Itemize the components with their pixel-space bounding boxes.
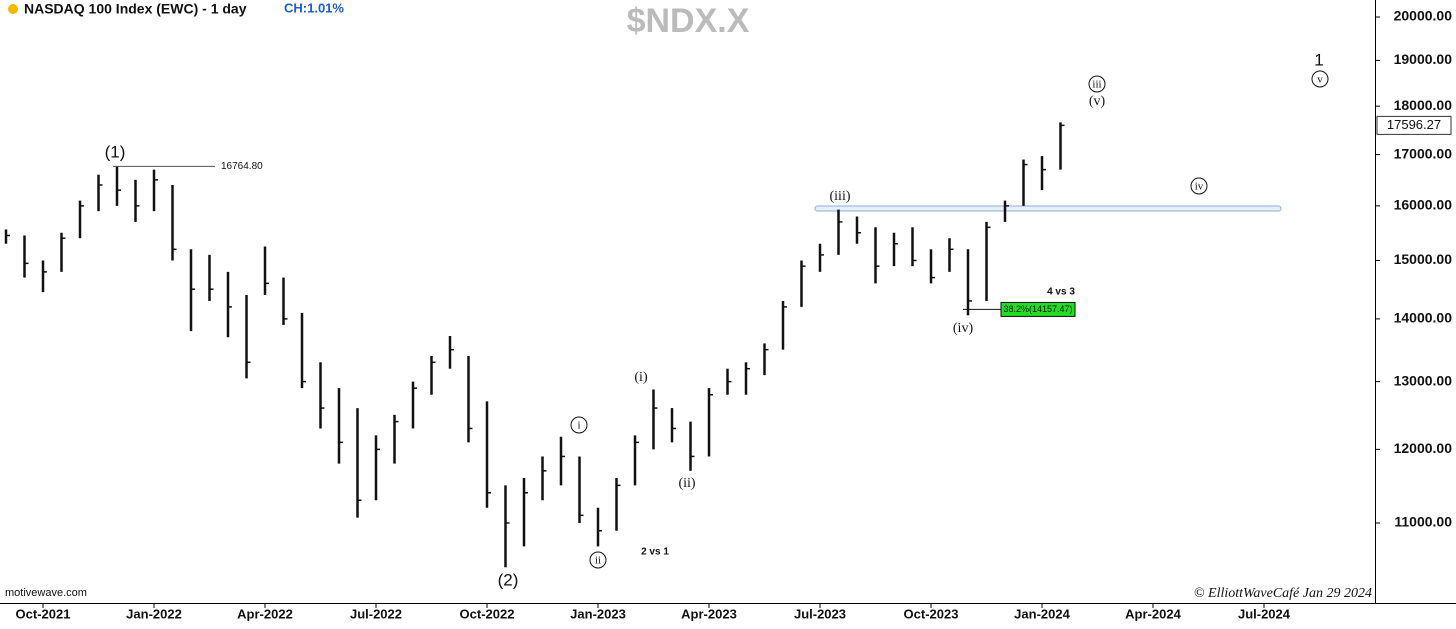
wave-label: ii: [595, 555, 601, 567]
wave-label: v: [1317, 74, 1323, 86]
x-tick-label: Jul-2024: [1238, 606, 1291, 621]
x-tick-label: Oct-2021: [16, 606, 71, 621]
wave-circle: [1311, 70, 1329, 88]
x-tick-label: Jul-2023: [794, 606, 846, 621]
wave-label: (iii): [830, 189, 851, 204]
wave-circle: [570, 416, 588, 434]
wave-label: i: [577, 420, 580, 432]
x-tick-label: Apr-2022: [237, 606, 293, 621]
y-tick-label: 19000.00: [1394, 51, 1453, 67]
y-tick-label: 14000.00: [1394, 310, 1453, 326]
change: CH:1.01%: [284, 0, 344, 15]
x-tick-label: Jan-2024: [1014, 606, 1070, 621]
y-tick-label: 17000.00: [1394, 145, 1453, 161]
wave-label: (2): [498, 570, 519, 589]
fib-box: [1000, 301, 1076, 317]
x-tick-label: Oct-2022: [460, 606, 515, 621]
wave-circle: [1190, 177, 1208, 195]
price-tag-label: 17596.27: [1387, 117, 1441, 132]
wave-label: (v): [1089, 94, 1106, 109]
status-dot: [8, 4, 18, 14]
x-tick-label: Jan-2022: [126, 606, 182, 621]
wave-label: iv: [1195, 181, 1204, 193]
y-tick-label: 13000.00: [1394, 372, 1453, 388]
chart-title: NASDAQ 100 Index (EWC) - 1 day: [24, 1, 247, 17]
wave-circle: [589, 551, 607, 569]
y-tick-label: 15000.00: [1394, 251, 1453, 267]
wave-label: (iv): [953, 321, 974, 336]
y-tick-label: 11000.00: [1394, 514, 1452, 530]
y-tick-label: 18000.00: [1394, 97, 1453, 113]
resistance-zone: [814, 205, 1282, 212]
wave-label: (ii): [678, 476, 695, 491]
level-label: 16764.80: [221, 161, 263, 172]
note: 2 vs 1: [641, 547, 669, 558]
y-tick-label: 16000.00: [1394, 197, 1453, 213]
wave-label: (i): [634, 370, 648, 385]
y-tick-label: 12000.00: [1394, 440, 1453, 456]
wave-circle: [1088, 75, 1106, 93]
note: 4 vs 3: [1047, 287, 1075, 298]
x-tick-label: Apr-2024: [1125, 606, 1181, 621]
copyright: © ElliottWaveCafé Jan 29 2024: [1194, 586, 1372, 601]
x-tick-label: Jul-2022: [350, 606, 402, 621]
wave-label: (1): [105, 142, 126, 161]
source: motivewave.com: [5, 587, 87, 599]
wave-label: iii: [1092, 79, 1101, 91]
x-tick-label: Oct-2023: [904, 606, 959, 621]
y-tick-label: 20000.00: [1394, 8, 1453, 24]
x-tick-label: Apr-2023: [681, 606, 737, 621]
x-tick-label: Jan-2023: [570, 606, 626, 621]
price-tag: [1376, 115, 1452, 135]
fib-label: 38.2%(14157.47): [1003, 304, 1072, 314]
watermark: $NDX.X: [627, 2, 750, 40]
wave-label: 1: [1314, 50, 1323, 69]
